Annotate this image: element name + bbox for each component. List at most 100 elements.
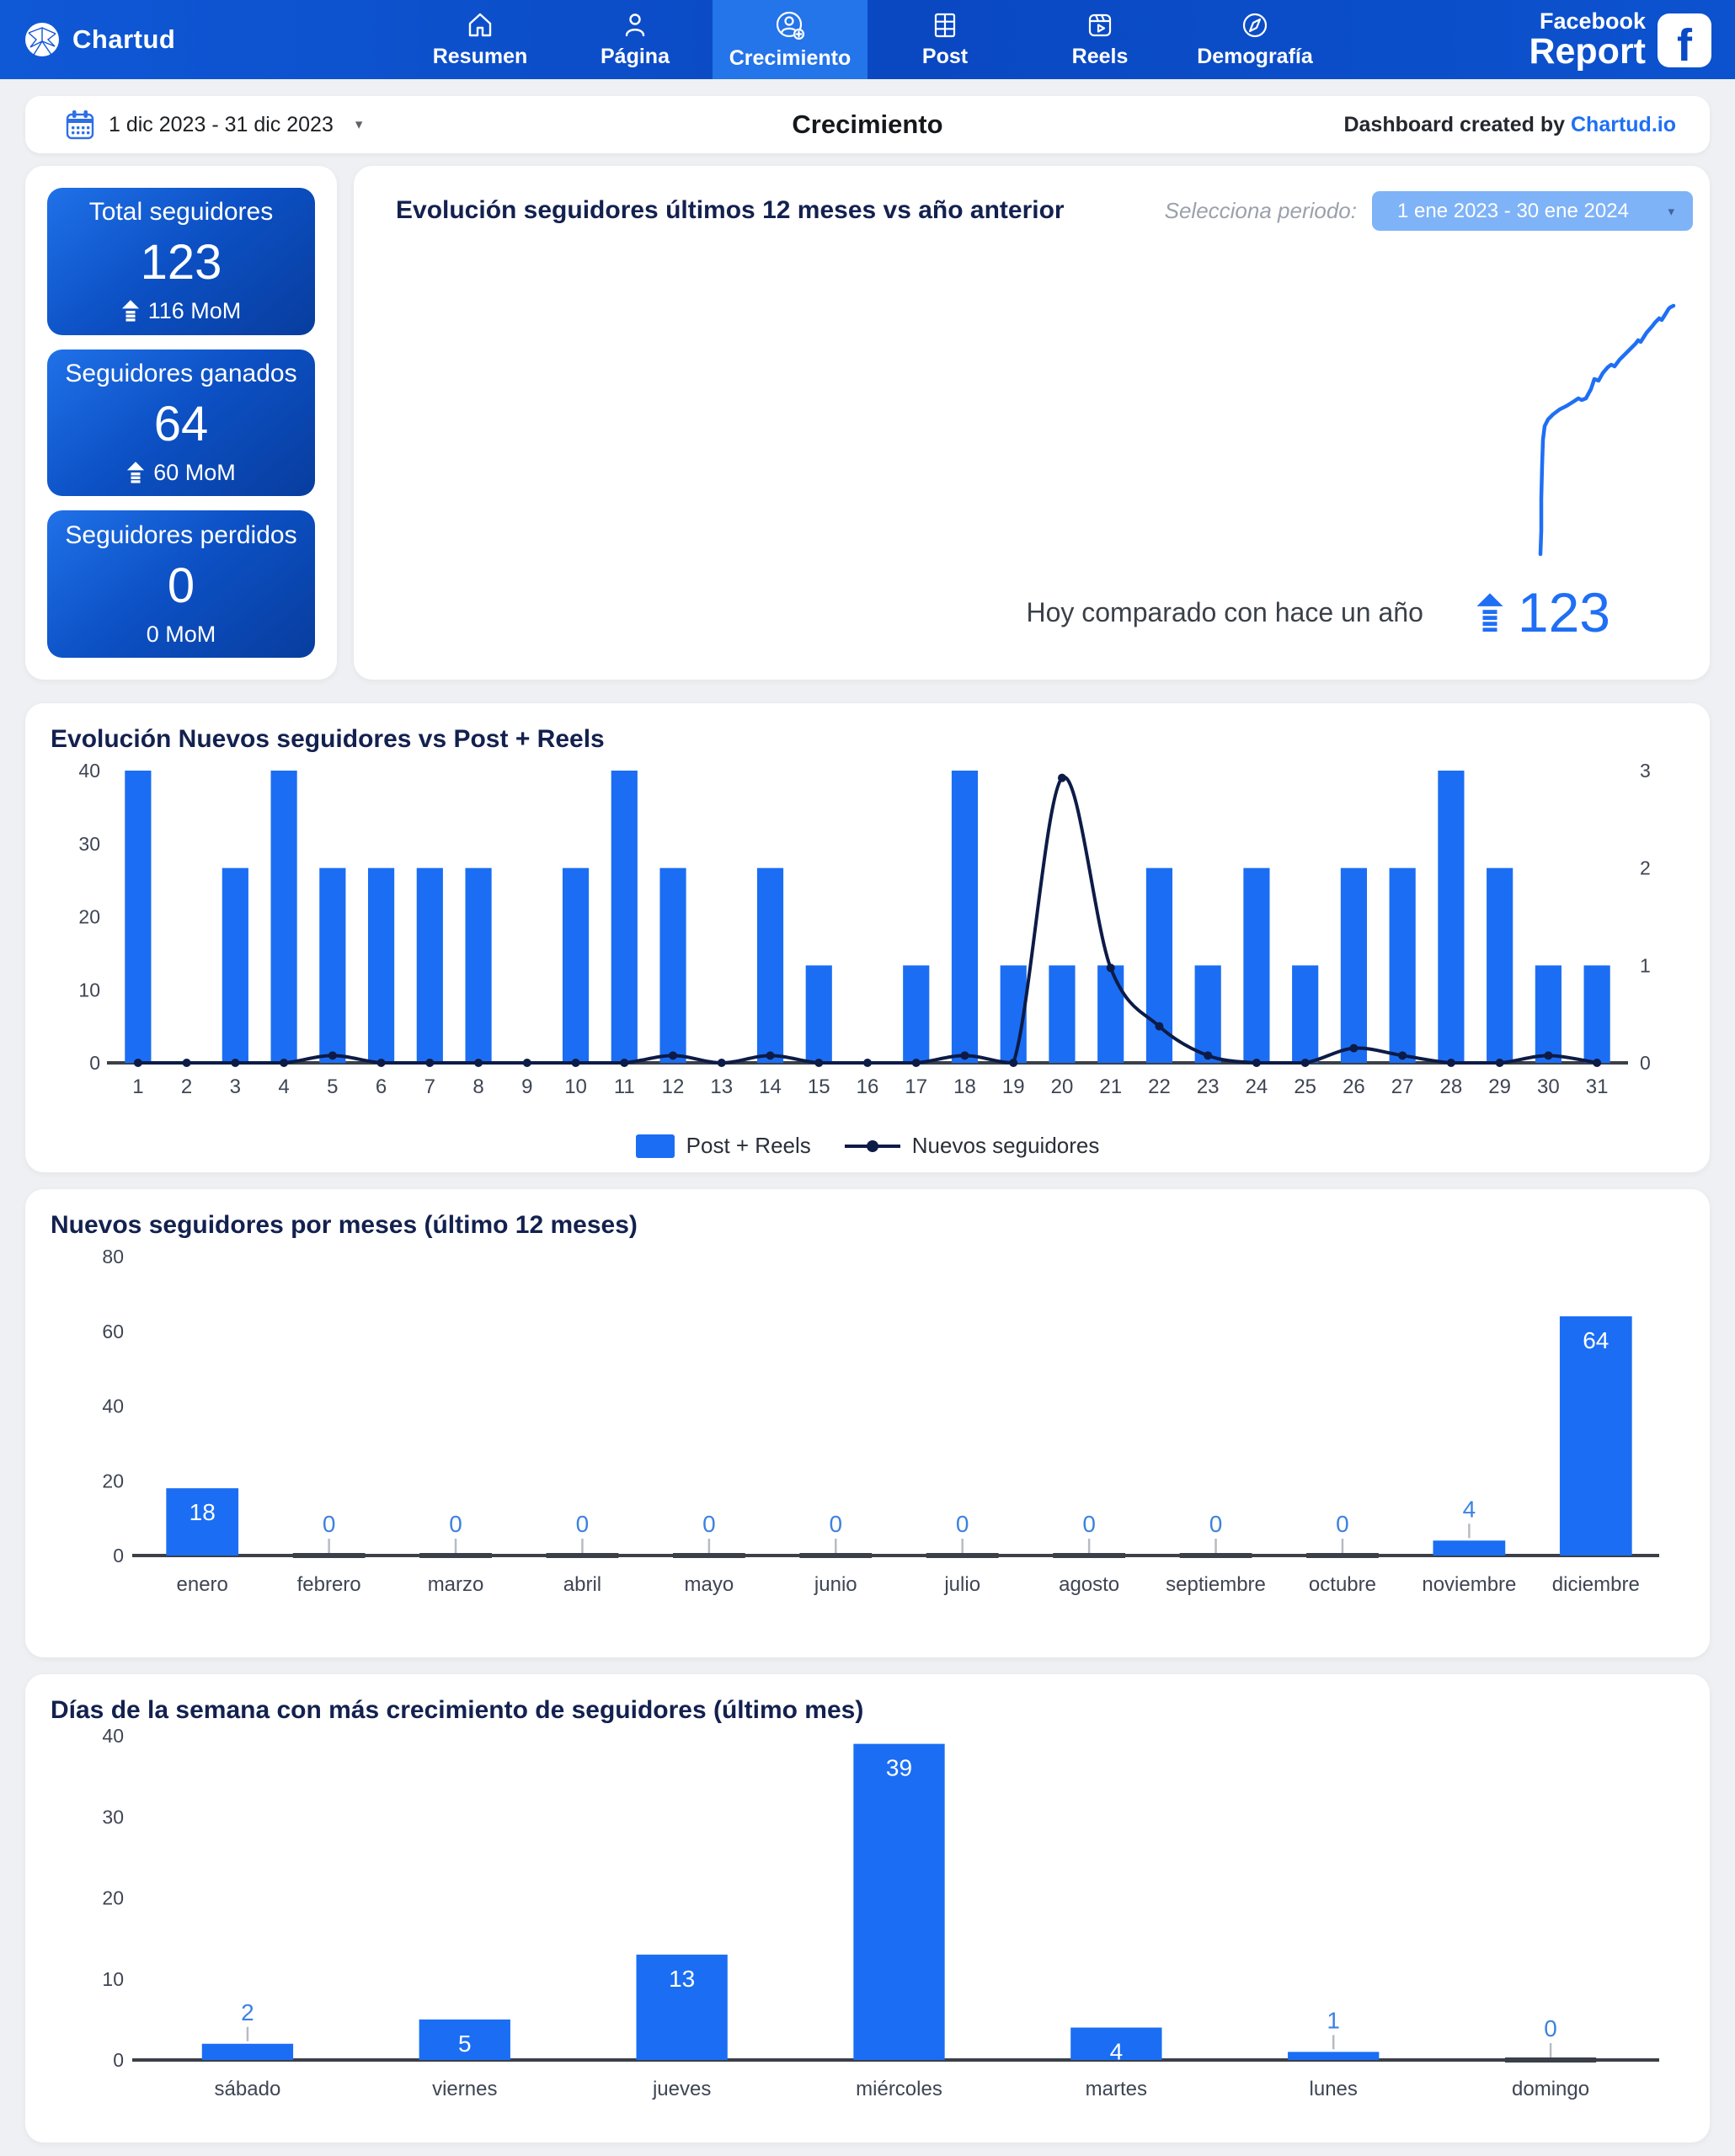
svg-text:diciembre: diciembre [1552,1573,1640,1596]
compass-icon [1242,13,1268,38]
svg-text:agosto: agosto [1059,1573,1119,1596]
svg-text:abril: abril [563,1573,601,1596]
svg-text:18: 18 [190,1499,216,1525]
svg-text:domingo: domingo [1512,2078,1589,2100]
tab-resumen[interactable]: Resumen [403,0,558,79]
svg-text:23: 23 [1197,1075,1220,1098]
svg-text:febrero: febrero [297,1573,361,1596]
grid-icon [934,13,956,38]
svg-text:viernes: viernes [432,2078,497,2100]
tab-demografia[interactable]: Demografía [1177,0,1332,79]
svg-text:2: 2 [1640,857,1651,879]
svg-text:60: 60 [102,1321,124,1342]
svg-text:29: 29 [1488,1075,1511,1098]
facebook-report-line2: Report [1529,30,1646,72]
svg-text:0: 0 [1209,1511,1223,1537]
kpi-delta: 116 MoM [147,298,242,324]
panel-title: Evolución Nuevos seguidores vs Post + Re… [51,725,605,753]
svg-text:0: 0 [1640,1052,1651,1074]
up-arrow-icon [1476,593,1503,632]
tab-reels[interactable]: Reels [1022,0,1177,79]
tab-pagina[interactable]: Página [558,0,713,79]
svg-text:17: 17 [905,1075,927,1098]
svg-text:12: 12 [662,1075,685,1098]
svg-text:20: 20 [78,906,100,928]
svg-text:40: 40 [102,1725,124,1747]
legend-label: Post + Reels [686,1133,811,1158]
bar-swatch [635,1134,675,1158]
kpi-delta: 60 MoM [153,460,236,485]
top-nav: Chartud Resumen Página [0,0,1735,79]
tab-post[interactable]: Post [868,0,1022,79]
calendar-icon [66,110,94,140]
svg-text:1: 1 [1640,954,1651,976]
period-select[interactable]: 1 ene 2023 - 30 ene 2024 ▾ [1372,191,1693,231]
svg-text:40: 40 [102,1396,124,1417]
svg-text:2: 2 [241,1999,254,2025]
svg-text:19: 19 [1002,1075,1025,1098]
svg-text:noviembre: noviembre [1422,1573,1516,1596]
svg-text:25: 25 [1294,1075,1316,1098]
svg-text:0: 0 [113,1545,124,1566]
svg-text:39: 39 [886,1755,912,1781]
panel-dias-semana: Días de la semana con más crecimiento de… [25,1674,1710,2143]
svg-text:30: 30 [1537,1075,1560,1098]
kpi-seguidores-ganados: Seguidores ganados 64 60 MoM [47,349,315,497]
kpi-delta: 0 MoM [146,621,216,647]
kpi-panel: Total seguidores 123 116 MoM Seguidores … [25,166,337,680]
svg-text:sábado: sábado [215,2078,281,2100]
tab-label: Reels [1071,45,1129,68]
period-label: Selecciona periodo: [1164,198,1357,223]
svg-text:4: 4 [278,1075,289,1098]
svg-text:30: 30 [78,833,100,855]
facebook-icon: f [1658,13,1711,68]
comparison-value: 123 [1517,581,1610,643]
chevron-down-icon: ▾ [1668,204,1674,219]
date-range-value: 1 dic 2023 - 31 dic 2023 [109,112,334,136]
date-range-picker[interactable]: 1 dic 2023 - 31 dic 2023 ▾ [63,108,362,141]
svg-text:22: 22 [1148,1075,1171,1098]
svg-text:junio: junio [814,1573,857,1596]
header-bar: 1 dic 2023 - 31 dic 2023 ▾ Crecimiento D… [25,96,1710,153]
svg-text:0: 0 [1544,2015,1557,2041]
credit-brand-link[interactable]: Chartud.io [1571,112,1676,136]
svg-text:9: 9 [521,1075,532,1098]
svg-text:14: 14 [759,1075,782,1098]
svg-text:marzo: marzo [428,1573,484,1596]
tab-label: Post [921,45,969,68]
chart-followers-evolution [1538,303,1676,557]
kpi-label: Seguidores ganados [65,360,297,387]
credit: Dashboard created by Chartud.io [1343,113,1676,137]
kpi-label: Seguidores perdidos [65,520,297,549]
svg-text:16: 16 [857,1075,879,1098]
svg-text:0: 0 [113,2049,124,2071]
chart-legend: Post + Reels Nuevos seguidores [25,1133,1710,1159]
svg-text:8: 8 [472,1075,483,1098]
reels-icon [1088,13,1112,37]
chevron-down-icon: ▾ [355,116,363,132]
nav-tabs: Resumen Página Crecimiento [403,0,1332,79]
kpi-label: Total seguidores [88,198,274,227]
home-icon [468,13,492,37]
line-swatch [844,1139,900,1152]
svg-text:0: 0 [449,1511,462,1537]
panel-title: Nuevos seguidores por meses (último 12 m… [51,1211,638,1239]
svg-text:64: 64 [1583,1327,1609,1353]
svg-text:0: 0 [956,1511,969,1537]
credit-prefix: Dashboard created by [1343,112,1566,136]
svg-text:0: 0 [89,1052,100,1074]
svg-text:jueves: jueves [652,2078,711,2100]
chart-weekday-growth: 0102030402sábado5viernes13jueves39miérco… [102,1725,1659,2100]
tab-label: Resumen [432,45,528,68]
svg-text:0: 0 [1336,1511,1349,1537]
svg-text:5: 5 [458,2031,472,2057]
svg-text:1: 1 [132,1075,143,1098]
person-icon [625,13,645,37]
svg-text:10: 10 [564,1075,587,1098]
year-comparison: Hoy comparado con hace un año 123 [1026,580,1610,644]
tab-crecimiento[interactable]: Crecimiento [713,0,868,79]
svg-text:30: 30 [102,1806,124,1828]
svg-text:3: 3 [230,1075,241,1098]
